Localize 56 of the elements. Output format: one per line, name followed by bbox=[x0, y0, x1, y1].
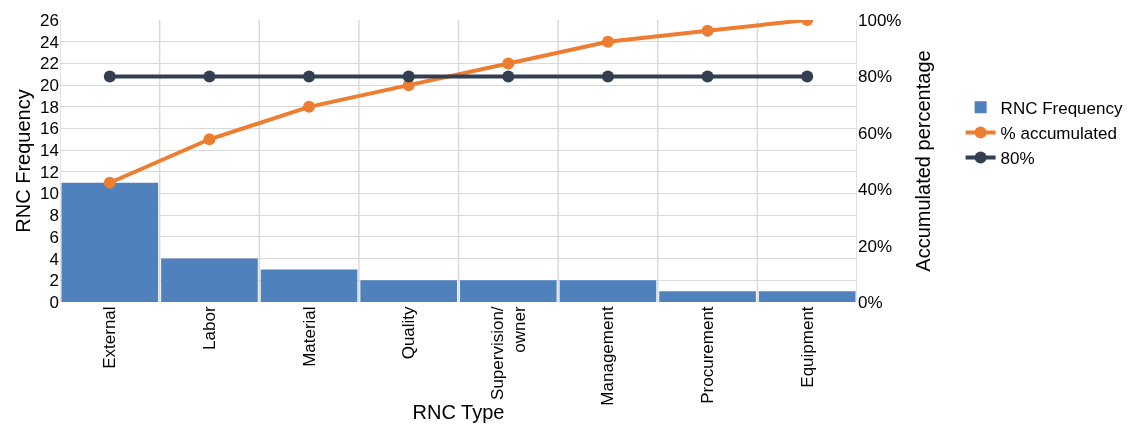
y-tick-label: 0 bbox=[49, 292, 59, 312]
y2-tick-label: 80% bbox=[858, 67, 893, 87]
y-tick-label: 22 bbox=[40, 54, 59, 74]
x-tick-label: Procurement bbox=[698, 306, 718, 404]
legend-label: 80% bbox=[1000, 149, 1035, 169]
y-tick-label: 8 bbox=[49, 206, 59, 226]
point bbox=[502, 57, 515, 70]
y-tick-label: 18 bbox=[40, 97, 59, 117]
x-tick-label: Labor bbox=[199, 306, 219, 350]
y-tick-label: 20 bbox=[40, 76, 59, 96]
x-axis-title: RNC Type bbox=[412, 401, 505, 424]
y-tick-label: 26 bbox=[40, 10, 59, 30]
bar bbox=[659, 291, 756, 302]
x-tick-label: External bbox=[100, 306, 120, 369]
y-tick-label: 12 bbox=[40, 162, 59, 182]
bar bbox=[161, 258, 258, 302]
x-tick-label: Management bbox=[598, 306, 618, 406]
bar bbox=[559, 280, 657, 302]
point bbox=[601, 35, 614, 48]
y2-tick-label: 100% bbox=[858, 10, 902, 30]
y-tick-label: 14 bbox=[40, 141, 59, 161]
point bbox=[203, 70, 216, 83]
y-tick-label: 4 bbox=[49, 249, 59, 269]
bar bbox=[459, 280, 557, 302]
point bbox=[303, 70, 316, 83]
y-tick-label: 16 bbox=[40, 119, 59, 139]
point bbox=[402, 70, 415, 83]
x-tick-label: Material bbox=[299, 306, 319, 367]
point bbox=[701, 70, 714, 83]
legend-label: RNC Frequency bbox=[1000, 98, 1123, 118]
bar bbox=[260, 269, 358, 302]
y2-tick-label: 40% bbox=[858, 180, 893, 200]
y-tick-label: 2 bbox=[49, 271, 59, 291]
x-tick-label: Supervision/ owner bbox=[487, 306, 529, 400]
bar bbox=[61, 182, 159, 302]
point bbox=[502, 70, 515, 83]
point bbox=[801, 70, 814, 83]
bar bbox=[360, 280, 458, 302]
y-tick-label: 24 bbox=[40, 32, 59, 52]
bar bbox=[758, 291, 856, 302]
legend-label: % accumulated bbox=[1000, 124, 1117, 144]
y-axis-title: RNC Frequency bbox=[11, 89, 34, 233]
x-tick-label: Equipment bbox=[797, 306, 817, 388]
y2-axis-title: Accumulated percentage bbox=[911, 50, 934, 272]
y2-tick-label: 0% bbox=[858, 292, 883, 312]
x-tick-label: Quality bbox=[399, 305, 419, 360]
point bbox=[303, 100, 316, 113]
point bbox=[601, 70, 614, 83]
point bbox=[103, 70, 116, 83]
y2-tick-label: 20% bbox=[858, 236, 893, 256]
point bbox=[203, 133, 216, 146]
point bbox=[701, 24, 714, 37]
y-tick-label: 6 bbox=[49, 227, 59, 247]
point bbox=[103, 176, 116, 189]
y-tick-label: 10 bbox=[40, 184, 59, 204]
y2-tick-label: 60% bbox=[858, 123, 893, 143]
